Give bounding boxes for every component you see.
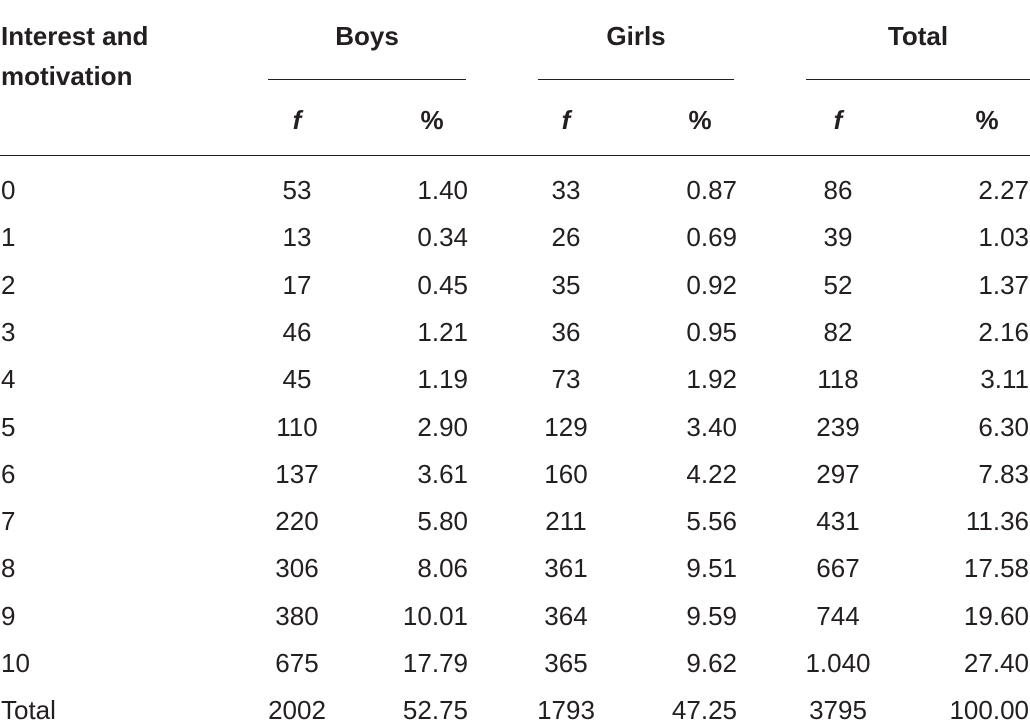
cell-total-pct: 19.60 <box>963 601 1029 631</box>
cell-boys-pct: 52.75 <box>402 695 468 725</box>
group-underline-girls <box>538 79 734 80</box>
cell-girls-pct: 4.22 <box>686 459 737 489</box>
girls-pct-header: % <box>688 105 712 135</box>
cell-girls-pct: 9.62 <box>686 648 737 678</box>
cell-boys-f: 17 <box>282 270 312 300</box>
cell-total-pct: 3.11 <box>980 364 1029 394</box>
cell-girls-f: 36 <box>551 317 581 347</box>
cell-girls-pct: 9.59 <box>686 601 737 631</box>
cell-boys-f: 675 <box>275 648 319 678</box>
boys-f-header: f <box>292 105 302 135</box>
cell-boys-f: 46 <box>282 317 312 347</box>
cell-boys-f: 220 <box>275 506 319 536</box>
first-column-header: Interest and motivation <box>1 21 149 91</box>
total-pct-header: % <box>975 105 999 135</box>
cell-label: 10 <box>1 648 30 678</box>
group-underline-total <box>806 79 1030 80</box>
cell-total-f: 52 <box>823 270 853 300</box>
cell-label: 7 <box>1 506 16 536</box>
cell-label: Total <box>1 695 56 725</box>
cell-girls-pct: 9.51 <box>686 553 737 583</box>
cell-total-pct: 1.03 <box>978 222 1029 252</box>
cell-boys-pct: 0.45 <box>417 270 468 300</box>
cell-boys-f: 13 <box>282 222 312 252</box>
cell-boys-pct: 1.19 <box>417 364 468 394</box>
cell-total-f: 1.040 <box>805 648 871 678</box>
cell-girls-pct: 0.92 <box>686 270 737 300</box>
cell-label: 0 <box>1 175 16 205</box>
cell-girls-f: 33 <box>551 175 581 205</box>
cell-boys-pct: 0.34 <box>417 222 468 252</box>
cell-girls-pct: 47.25 <box>671 695 737 725</box>
cell-total-f: 431 <box>816 506 860 536</box>
cell-total-f: 297 <box>816 459 860 489</box>
cell-total-pct: 11.36 <box>965 506 1029 536</box>
cell-total-f: 667 <box>816 553 860 583</box>
cell-label: 9 <box>1 601 16 631</box>
cell-boys-f: 110 <box>276 412 318 442</box>
cell-girls-f: 73 <box>551 364 581 394</box>
cell-label: 6 <box>1 459 16 489</box>
cell-total-f: 82 <box>823 317 853 347</box>
cell-label: 5 <box>1 412 16 442</box>
cell-total-pct: 100.00 <box>949 695 1029 725</box>
cell-total-pct: 1.37 <box>978 270 1029 300</box>
cell-boys-pct: 5.80 <box>417 506 468 536</box>
cell-girls-pct: 5.56 <box>686 506 737 536</box>
cell-girls-pct: 0.69 <box>686 222 737 252</box>
cell-boys-f: 137 <box>275 459 319 489</box>
group-header-girls: Girls <box>606 21 666 51</box>
cell-boys-f: 2002 <box>268 695 326 725</box>
cell-girls-f: 365 <box>544 648 588 678</box>
cell-girls-f: 364 <box>544 601 588 631</box>
cell-total-f: 39 <box>823 222 853 252</box>
cell-boys-f: 45 <box>282 364 312 394</box>
cell-boys-pct: 2.90 <box>417 412 468 442</box>
cell-label: 8 <box>1 553 16 583</box>
cell-total-f: 744 <box>816 601 860 631</box>
total-f-header: f <box>833 105 843 135</box>
cell-girls-f: 160 <box>544 459 588 489</box>
header-bottom-rule <box>0 155 1030 156</box>
cell-girls-f: 35 <box>551 270 581 300</box>
cell-girls-pct: 0.87 <box>686 175 737 205</box>
boys-pct-header: % <box>420 105 444 135</box>
cell-total-pct: 2.16 <box>978 317 1029 347</box>
cell-girls-pct: 0.95 <box>686 317 737 347</box>
group-header-boys: Boys <box>335 21 399 51</box>
cell-boys-f: 306 <box>275 553 319 583</box>
cell-boys-pct: 1.40 <box>417 175 468 205</box>
cell-girls-f: 129 <box>544 412 588 442</box>
girls-f-header: f <box>561 105 571 135</box>
cell-boys-pct: 8.06 <box>417 553 468 583</box>
cell-total-f: 239 <box>816 412 860 442</box>
cell-boys-f: 380 <box>275 601 319 631</box>
group-header-total: Total <box>887 21 949 51</box>
cell-girls-f: 1793 <box>537 695 595 725</box>
cell-label: 4 <box>1 364 16 394</box>
cell-girls-f: 211 <box>545 506 587 536</box>
cell-total-f: 86 <box>823 175 853 205</box>
cell-label: 2 <box>1 270 16 300</box>
cell-girls-f: 26 <box>551 222 581 252</box>
cell-total-pct: 6.30 <box>978 412 1029 442</box>
cell-total-pct: 7.83 <box>978 459 1029 489</box>
cell-total-f: 3795 <box>809 695 867 725</box>
cell-boys-pct: 3.61 <box>417 459 468 489</box>
cell-total-f: 118 <box>817 364 859 394</box>
cell-boys-f: 53 <box>282 175 312 205</box>
cell-girls-f: 361 <box>544 553 588 583</box>
cell-boys-pct: 1.21 <box>417 317 468 347</box>
cell-total-pct: 2.27 <box>978 175 1029 205</box>
cell-label: 3 <box>1 317 16 347</box>
cell-boys-pct: 10.01 <box>402 601 468 631</box>
group-underline-boys <box>268 79 466 80</box>
cell-total-pct: 27.40 <box>963 648 1029 678</box>
cell-girls-pct: 3.40 <box>686 412 737 442</box>
cell-label: 1 <box>1 222 16 252</box>
cell-girls-pct: 1.92 <box>686 364 737 394</box>
cell-total-pct: 17.58 <box>963 553 1029 583</box>
cell-boys-pct: 17.79 <box>402 648 468 678</box>
